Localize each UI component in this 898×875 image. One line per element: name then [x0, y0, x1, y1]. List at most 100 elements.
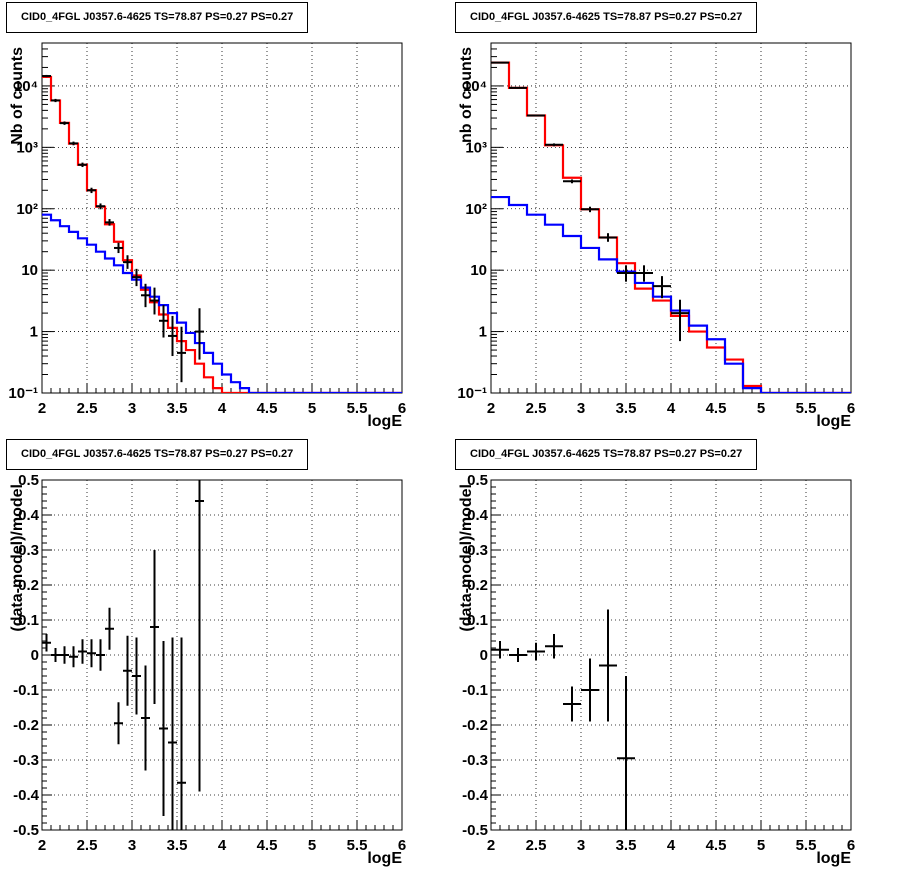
plot-frame	[490, 42, 852, 394]
y-tick-label: 10	[470, 262, 487, 279]
data-series	[491, 61, 851, 393]
y-tick-label: 1	[30, 324, 38, 341]
x-tick-label: 4	[218, 400, 227, 417]
data-point	[617, 265, 635, 282]
y-tick-label: 0.5	[18, 472, 39, 489]
grid	[491, 480, 851, 830]
x-axis-label: logE	[816, 413, 851, 430]
chart-panel-top-right: 2 2.5 3 3.5 4 4.5 5 5.5 6 10⁻¹ 1 10 10² 10³ 10⁴ logE nb …	[449, 0, 898, 437]
data-point	[123, 635, 132, 706]
y-tick-label: -0.2	[462, 717, 488, 734]
data-point	[599, 233, 617, 242]
y-tick-label: 0.1	[467, 612, 488, 629]
data-point	[581, 658, 599, 722]
y-tick-label: -0.1	[13, 682, 39, 699]
y-tick-label: 0.3	[467, 542, 488, 559]
chart-panel-bottom-left: 2 2.5 3 3.5 4 4.5 5 5.5 6 -0.5 -0.4 -0.3 -0.2 -0.1 0 0.…	[0, 437, 449, 874]
x-tick-label: 5	[308, 400, 316, 417]
chart-title: CID0_4FGL J0357.6-4625 TS=78.87 PS=0.27 …	[455, 439, 758, 470]
x-tick-label: 4.5	[257, 400, 278, 417]
data-point	[96, 203, 105, 210]
data-point	[42, 634, 51, 652]
data-point	[581, 206, 599, 213]
data-point	[60, 121, 69, 125]
data-point	[671, 299, 689, 342]
x-tick-label: 5.5	[347, 400, 368, 417]
data-point	[159, 641, 168, 816]
data-series	[491, 609, 635, 830]
x-tick-label: 4	[667, 837, 676, 854]
x-tick-label: 4	[218, 837, 227, 854]
y-tick-label: -0.4	[462, 787, 489, 804]
data-point	[150, 550, 159, 704]
y-tick-label: -0.5	[462, 822, 488, 839]
y-axis-label: Nb of counts	[9, 47, 26, 145]
y-tick-label: 10³	[465, 139, 487, 156]
data-point	[114, 242, 123, 254]
x-tick-label: 3.5	[167, 400, 188, 417]
y-tick-label: 0.4	[467, 507, 489, 524]
x-tick-label: 5	[308, 837, 316, 854]
x-tick-label: 2.5	[77, 400, 98, 417]
data-point	[159, 305, 168, 338]
data-point	[195, 308, 204, 360]
y-tick-label: 0	[31, 647, 39, 664]
axes: 2 2.5 3 3.5 4 4.5 5 5.5 6 -0.5 -0.4 -0.3 -0.2 -0.1 0 0.…	[9, 472, 406, 867]
data-point	[78, 162, 87, 168]
y-tick-label: 10⁻¹	[8, 385, 38, 402]
x-tick-label: 4	[667, 400, 676, 417]
data-point	[141, 283, 150, 308]
grid	[42, 43, 402, 393]
data-point	[509, 648, 527, 662]
data-series	[42, 74, 402, 393]
chart-panel-bottom-right: 2 2.5 3 3.5 4 4.5 5 5.5 6 -0.5 -0.4 -0.3 -0.2 -0.1 0 0.…	[449, 437, 898, 874]
data-point	[96, 639, 105, 671]
data-point	[132, 268, 141, 287]
data-point	[653, 276, 671, 299]
y-tick-label: 0.5	[467, 472, 488, 489]
x-axis-label: logE	[816, 850, 851, 867]
data-point	[114, 702, 123, 745]
x-axis-label: logE	[367, 413, 402, 430]
x-tick-label: 3	[577, 400, 585, 417]
y-axis-label: nb of counts	[458, 47, 475, 143]
grid	[491, 43, 851, 393]
y-tick-label: 0.4	[18, 507, 40, 524]
axes: 2 2.5 3 3.5 4 4.5 5 5.5 6 10⁻¹ 1 10 10² 10³ 10⁴ logE Nb …	[8, 42, 406, 430]
chart-title: CID0_4FGL J0357.6-4625 TS=78.87 PS=0.27 …	[455, 2, 758, 33]
x-tick-label: 6	[398, 837, 406, 854]
chart-panel-top-left: 2 2.5 3 3.5 4 4.5 5 5.5 6 10⁻¹ 1 10 10² 10³ 10⁴ logE Nb …	[0, 0, 449, 437]
x-tick-label: 2	[487, 837, 495, 854]
data-point	[87, 639, 96, 668]
x-tick-label: 6	[398, 400, 406, 417]
x-tick-label: 3.5	[616, 400, 637, 417]
x-tick-label: 3	[577, 837, 585, 854]
data-point	[51, 648, 60, 662]
data-point	[105, 219, 114, 226]
data-point	[509, 86, 527, 89]
y-tick-label: 10²	[465, 201, 487, 218]
plot-frame	[490, 479, 852, 831]
data-point	[42, 74, 51, 78]
data-point	[141, 665, 150, 771]
x-tick-label: 2.5	[526, 837, 547, 854]
axes: 2 2.5 3 3.5 4 4.5 5 5.5 6 10⁻¹ 1 10 10² 10³ 10⁴ logE nb …	[457, 42, 855, 430]
data-point	[491, 641, 509, 659]
data-point	[563, 686, 581, 722]
y-tick-label: -0.2	[13, 717, 39, 734]
y-tick-label: 10²	[16, 201, 38, 218]
y-axis-label: (data-model)/model	[458, 484, 475, 632]
y-tick-label: -0.5	[13, 822, 39, 839]
x-tick-label: 5.5	[796, 837, 817, 854]
x-tick-label: 5	[757, 837, 765, 854]
y-tick-label: 0.2	[467, 577, 488, 594]
data-point	[150, 287, 159, 315]
x-tick-label: 3.5	[616, 837, 637, 854]
chart-svg-bottom-right: 2 2.5 3 3.5 4 4.5 5 5.5 6 -0.5 -0.4 -0.3 -0.2 -0.1 0 0.…	[458, 472, 855, 867]
x-tick-label: 6	[847, 837, 855, 854]
y-tick-label: -0.3	[13, 752, 39, 769]
data-point	[545, 634, 563, 659]
data-point	[51, 98, 60, 103]
y-tick-label: 0.3	[18, 542, 39, 559]
data-point	[177, 326, 186, 383]
